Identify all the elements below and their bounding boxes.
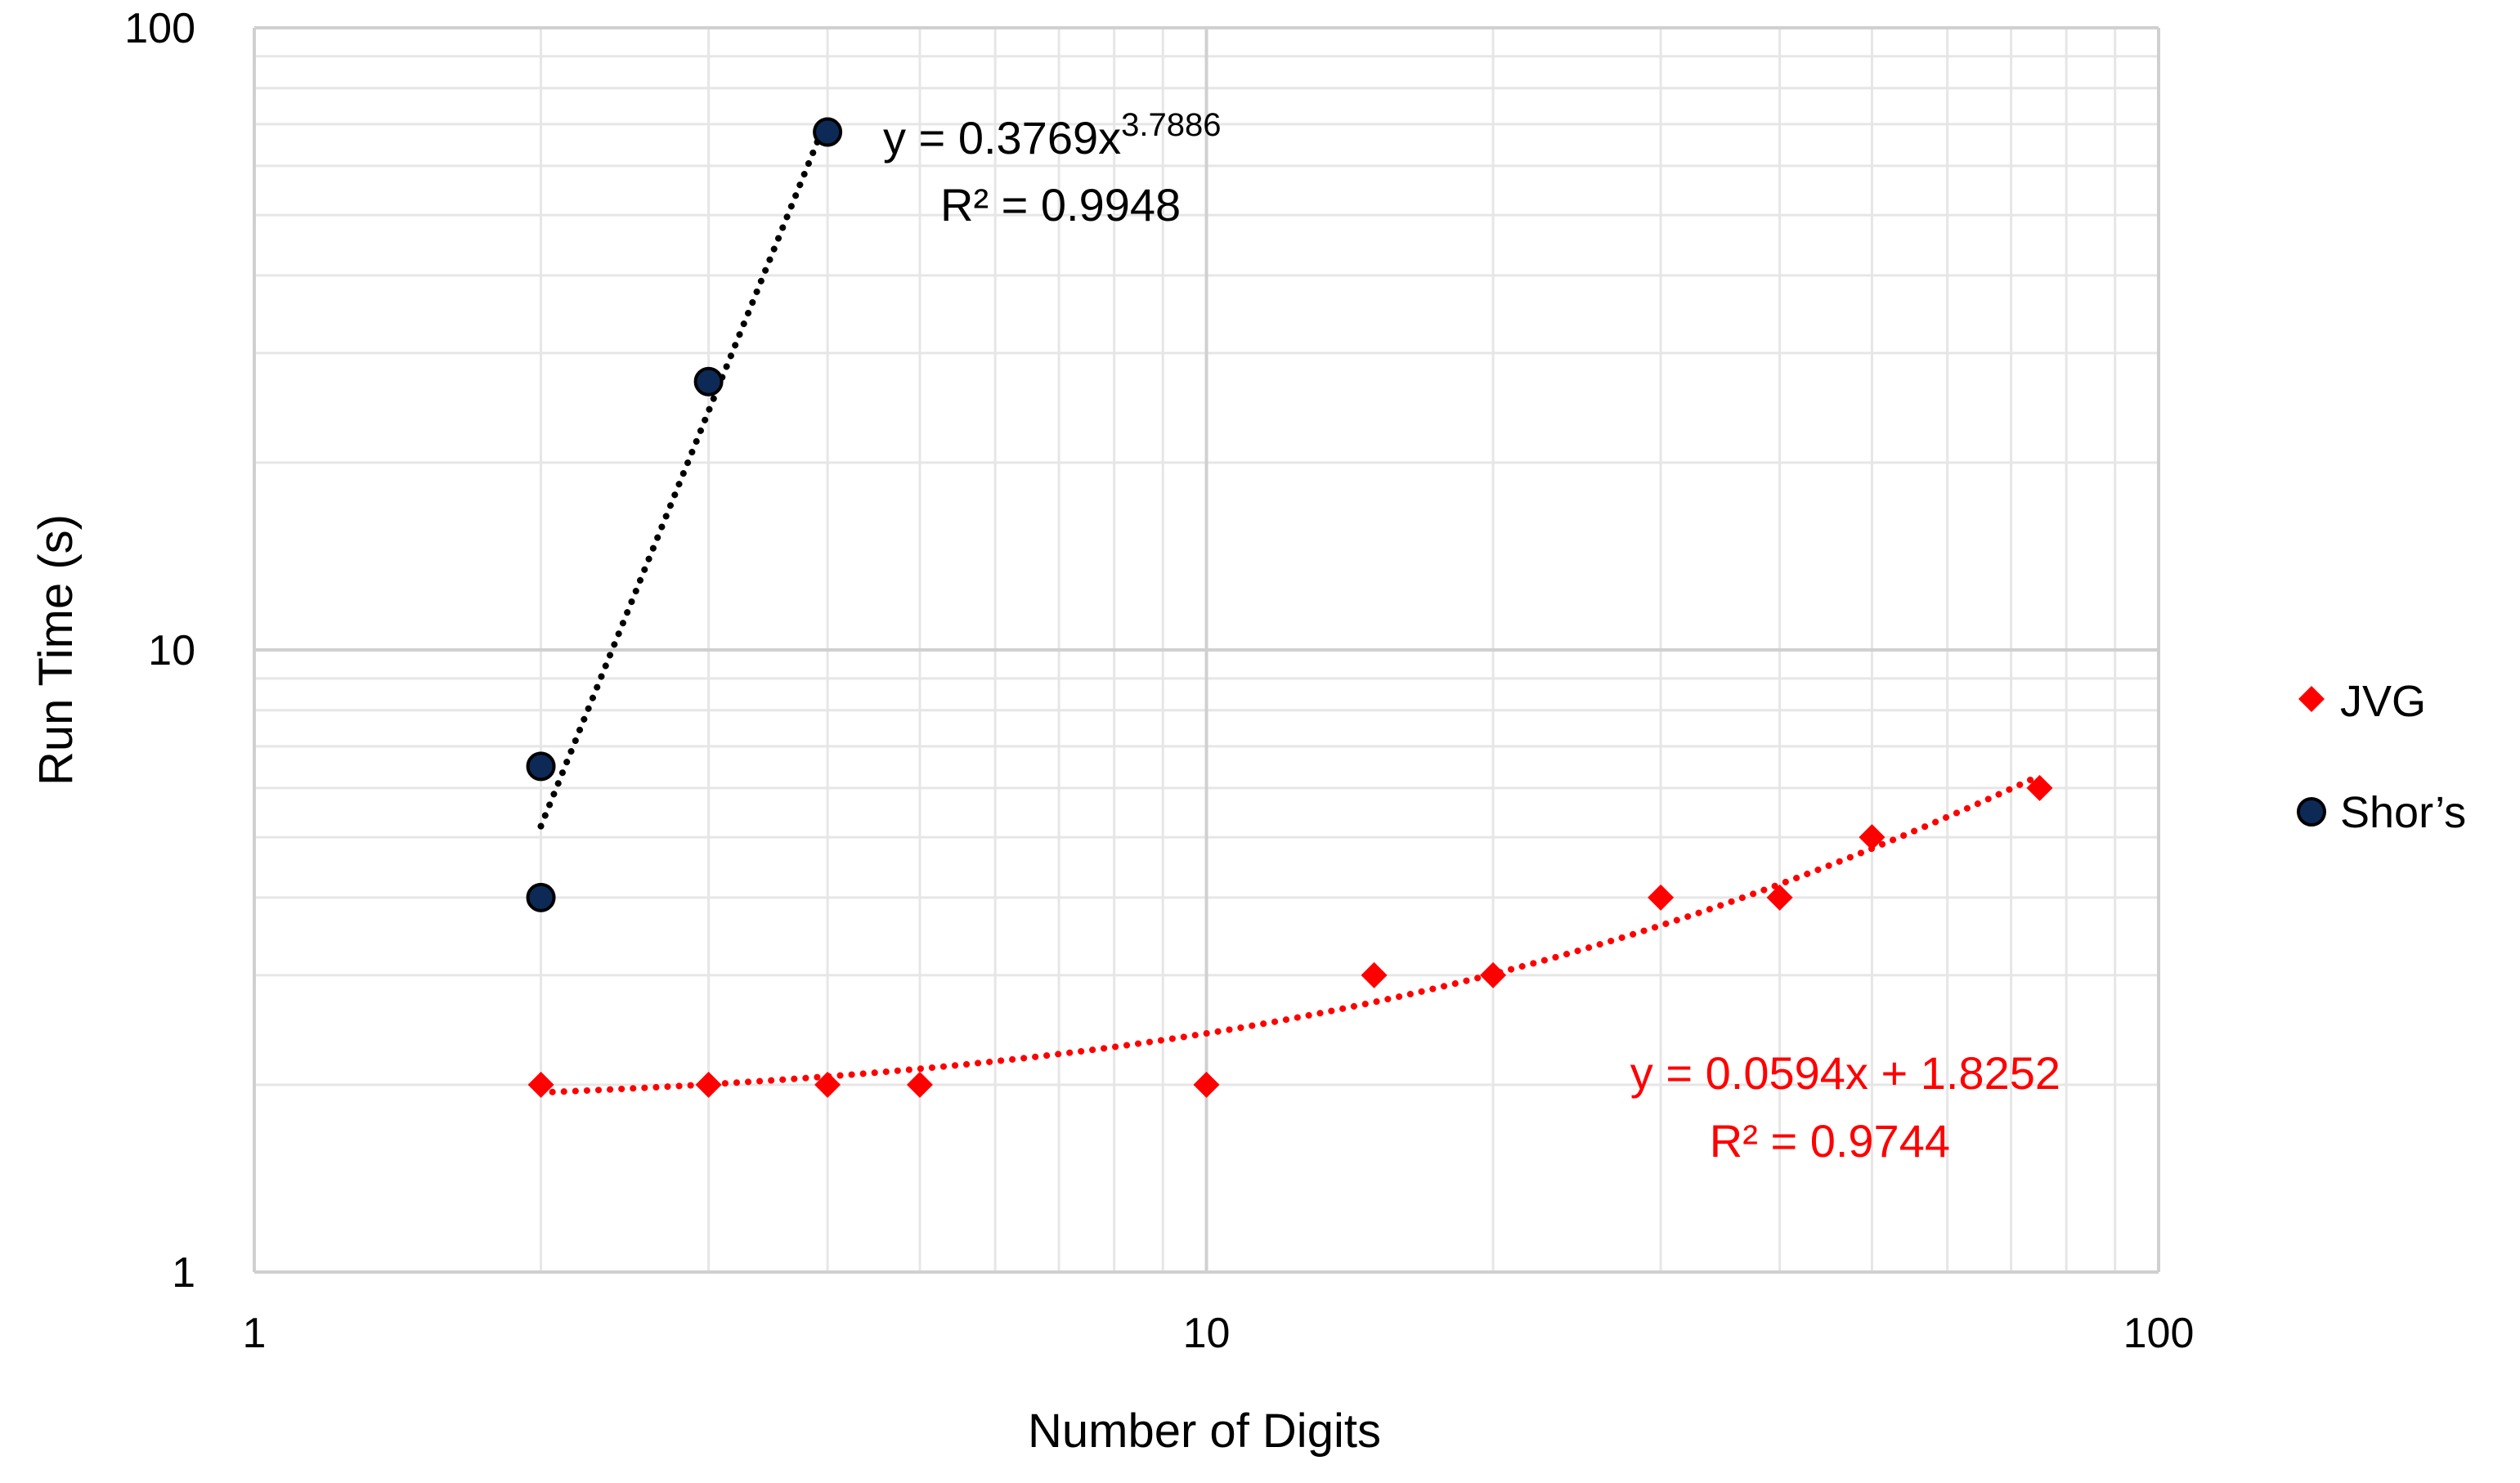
legend-jvg-marker [2298,686,2325,712]
x-axis-title: Number of Digits [1028,1405,1381,1458]
legend-shors-marker [2297,797,2326,827]
jvg-point [814,1071,841,1098]
jvg-trendline-equation: y = 0.0594x + 1.8252 [1630,1047,2060,1099]
x-tick-label: 1 [243,1310,267,1357]
jvg-trendline-r2: R² = 0.9744 [1710,1115,1950,1167]
jvg-point [1766,884,1793,911]
jvg-point [2026,774,2053,801]
jvg-point [1859,824,1886,851]
y-tick-label: 10 [148,627,195,674]
jvg-point [1361,961,1388,988]
y-axis-title: Run Time (s) [29,514,83,786]
y-tick-label: 100 [124,5,195,52]
legend-shors-label: Shor’s [2340,788,2466,837]
legend-jvg-label: JVG [2340,677,2426,726]
shors-point [526,751,556,782]
jvg-point [1480,961,1507,988]
jvg-point [1193,1071,1220,1098]
plot-frame [253,28,2159,1274]
gridlines [254,26,2160,1272]
tick-labels: 1 10 100 1 10 100 [124,5,2194,1357]
x-tick-label: 10 [1183,1310,1231,1357]
shors-trendline-equation: y = 0.3769x3.7886 [883,107,1221,164]
shors-equation-exponent: 3.7886 [1121,107,1221,143]
jvg-point [527,1071,554,1098]
x-tick-label: 100 [2123,1310,2195,1357]
jvg-point [695,1071,722,1098]
shors-trendline [537,113,832,830]
y-tick-label: 1 [172,1249,195,1297]
shors-point [693,366,724,397]
shors-point [526,882,556,912]
shors-point [813,117,843,147]
trendlines [537,113,2043,1096]
jvg-point [906,1071,933,1098]
data-points [526,117,2053,1098]
jvg-trendline [537,772,2043,1096]
shors-trendline-r2: R² = 0.9948 [940,179,1181,231]
jvg-point [1648,884,1675,911]
shors-equation-base: y = 0.3769x [883,112,1121,164]
legend: JVG Shor’s [2297,677,2466,837]
